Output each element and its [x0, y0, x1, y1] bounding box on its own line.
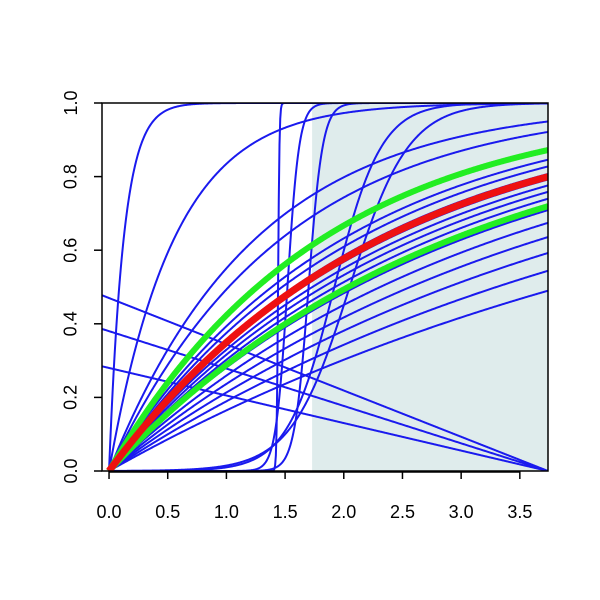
x-tick-label-6: 3.0: [449, 502, 474, 522]
x-tick-label-5: 2.5: [390, 502, 415, 522]
plot-layer: [102, 103, 548, 471]
y-tick-label-4: 0.8: [61, 164, 81, 189]
x-tick-label-3: 1.5: [273, 502, 298, 522]
blue-curve-5: [108, 165, 548, 471]
blue-curve-13: [108, 236, 548, 471]
y-tick-label-5: 1.0: [61, 90, 81, 115]
axes: 0.0 0.5 1.0 1.5 2.0 2.5 3.0 3.5 0.0 0.2 0.4 0.6 0.8 1…: [61, 90, 549, 522]
y-tick-label-2: 0.4: [61, 311, 81, 336]
curves-group: [102, 103, 548, 471]
green-curve-0: [106, 147, 548, 471]
x-tick-label-2: 1.0: [214, 502, 239, 522]
blue-curve-23: [102, 327, 548, 471]
x-tick-label-1: 0.5: [155, 502, 180, 522]
y-tick-label-1: 0.2: [61, 385, 81, 410]
y-tick-label-3: 0.6: [61, 238, 81, 263]
x-tick-label-0: 0.0: [97, 502, 122, 522]
blue-curve-4: [108, 158, 548, 471]
blue-curve-14: [108, 252, 548, 471]
blue-curve-22: [102, 294, 548, 471]
blue-curve-3: [108, 130, 548, 471]
x-tick-label-4: 2.0: [331, 502, 356, 522]
x-tick-label-7: 3.5: [507, 502, 532, 522]
blue-curve-9: [108, 190, 548, 471]
blue-curve-8: [108, 184, 548, 471]
y-tick-label-0: 0.0: [61, 458, 81, 483]
green-curve-1: [106, 203, 548, 471]
blue-curve-16: [108, 289, 548, 471]
red-curve: [106, 173, 548, 471]
blue-curve-0: [108, 103, 548, 471]
plot-frame: [101, 102, 549, 472]
blue-curve-24: [102, 365, 548, 471]
blue-curve-21: [109, 103, 548, 471]
blue-curve-19: [109, 103, 548, 471]
